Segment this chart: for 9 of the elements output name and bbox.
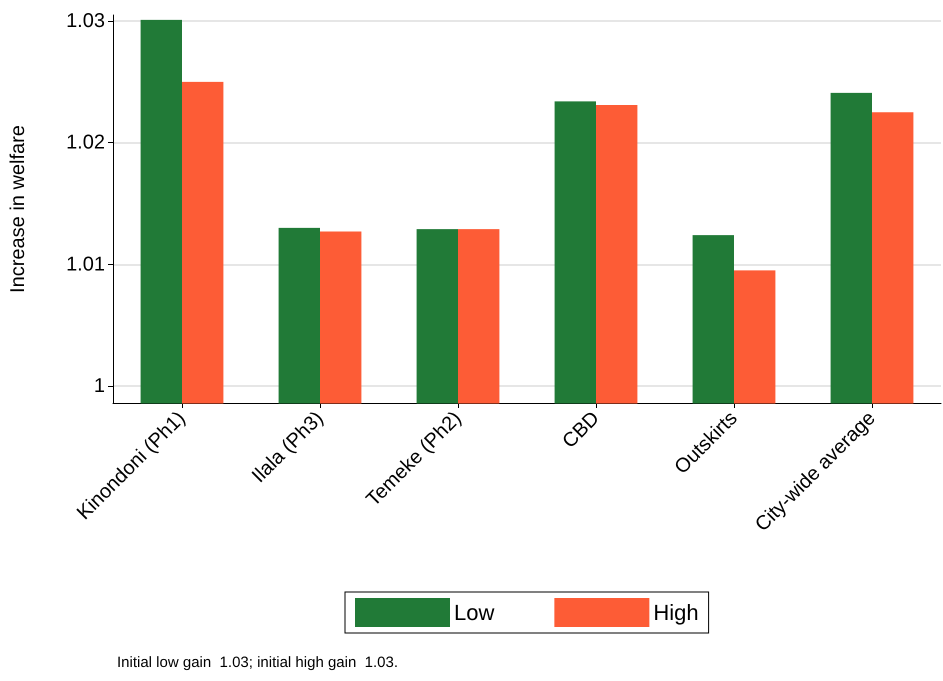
y-tick-label: 1.02 [66, 132, 105, 154]
legend-label: High [653, 600, 699, 625]
y-tick-label: 1.01 [66, 253, 105, 276]
y-axis-title: Increase in welfare [7, 125, 29, 293]
text: Initial low gain 1.03; initial high gain 1.03. [117, 654, 398, 671]
y-tick-label: 1 [94, 374, 105, 397]
y-tick-label: 1.03 [66, 10, 105, 32]
legend-label: Low [454, 600, 494, 625]
x-tick-label: CBD [558, 407, 604, 453]
